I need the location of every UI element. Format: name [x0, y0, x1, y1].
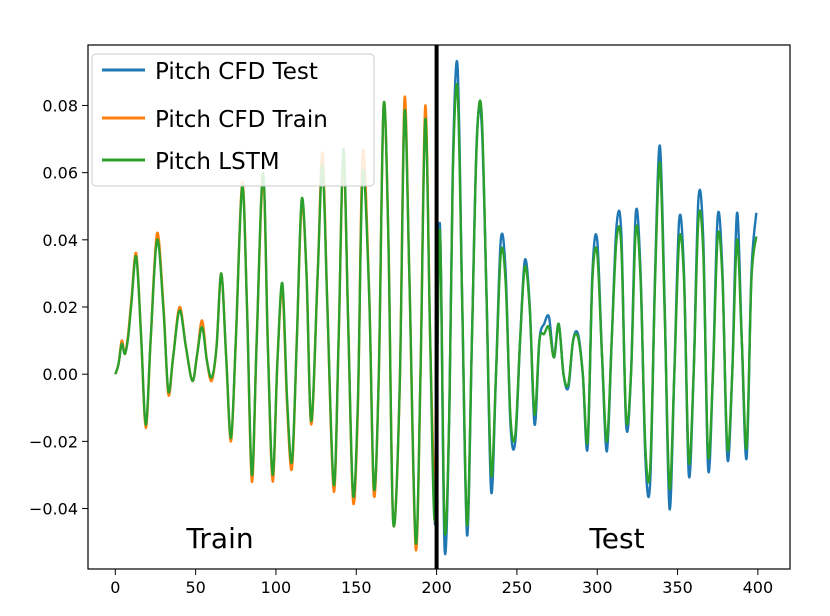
x-tick-label: 200 [421, 578, 452, 597]
x-tick-label: 50 [185, 578, 205, 597]
x-tick-label: 150 [341, 578, 372, 597]
y-tick-label: 0.04 [42, 231, 78, 250]
y-axis: −0.04 −0.02 0.00 0.02 0.04 0.06 0.08 [29, 96, 88, 519]
x-tick-label: 400 [743, 578, 774, 597]
legend: Pitch CFD Test Pitch CFD Train Pitch LST… [91, 53, 375, 187]
x-tick-label: 100 [261, 578, 292, 597]
train-region-label: Train [185, 522, 253, 555]
x-axis: 0 50 100 150 200 250 300 350 400 [110, 569, 773, 597]
x-tick-label: 300 [582, 578, 613, 597]
y-tick-label: −0.02 [29, 432, 78, 451]
legend-label-lstm: Pitch LSTM [155, 149, 280, 175]
x-tick-label: 0 [110, 578, 120, 597]
legend-label-test: Pitch CFD Test [155, 59, 318, 85]
legend-label-train: Pitch CFD Train [155, 107, 328, 133]
y-tick-label: 0.06 [42, 164, 78, 183]
test-region-label: Test [588, 522, 644, 555]
x-tick-label: 250 [502, 578, 533, 597]
y-tick-label: 0.08 [42, 96, 78, 115]
x-tick-label: 350 [662, 578, 693, 597]
legend-box [91, 53, 375, 187]
y-tick-label: −0.04 [29, 500, 78, 519]
y-tick-label: 0.00 [42, 365, 78, 384]
y-tick-label: 0.02 [42, 298, 78, 317]
